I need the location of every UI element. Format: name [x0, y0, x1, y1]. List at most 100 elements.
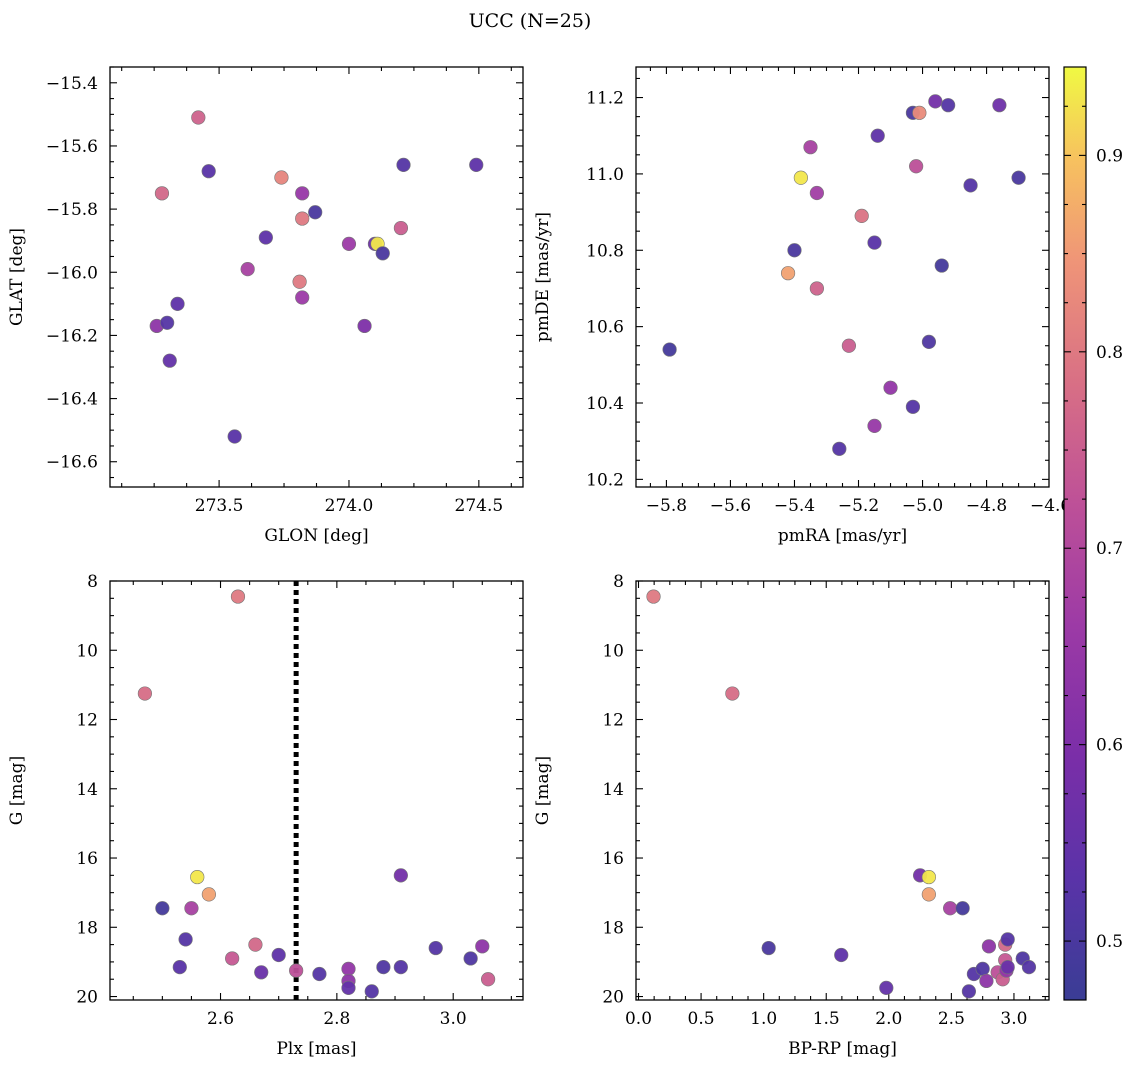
scatter-point [463, 951, 478, 966]
colorbar: 0.5 0.6 0.7 0.8 0.9 [1063, 66, 1123, 1001]
y-tick-label: −15.8 [46, 200, 98, 220]
scatter-point [258, 230, 273, 245]
scatter-point [780, 266, 796, 281]
x-tick-label: 2.5 [938, 1009, 965, 1029]
scatter-point [240, 262, 255, 277]
x-tick-label: 273.5 [195, 496, 244, 516]
scatter-point [274, 170, 289, 185]
scatter-point [867, 235, 882, 250]
x-tick-label: 0.0 [625, 1009, 652, 1029]
x-tick-label: −4.8 [966, 496, 1007, 516]
scatter-point [646, 589, 661, 604]
scatter-point [943, 901, 958, 916]
scatter-point [375, 246, 390, 261]
y-tick-label: 12 [76, 711, 98, 731]
scatter-point [662, 342, 677, 357]
panel-parallax-magnitude: 2.6 2.8 3.0 8 10 12 14 16 18 20 Plx [mas] G [mag] [7, 572, 524, 1059]
scatter-point [162, 353, 177, 368]
x-tick-label: 274.0 [325, 496, 374, 516]
scatter-point [803, 140, 818, 155]
scatter-points [646, 589, 1037, 999]
y-tick-label: 11.0 [586, 165, 624, 185]
scatter-point [137, 686, 153, 701]
scatter-point [834, 947, 849, 963]
scatter-point [254, 965, 269, 980]
scatter-point [854, 208, 869, 224]
scatter-point [376, 960, 391, 975]
colorbar-tick-label: 0.7 [1096, 539, 1123, 559]
scatter-point [341, 961, 356, 976]
y-tick-label: 10.8 [586, 241, 624, 261]
colorbar-gradient [1063, 66, 1087, 1001]
x-axis-label: BP-RP [mag] [788, 1039, 897, 1059]
scatter-point [341, 980, 356, 995]
scatter-point [154, 186, 170, 201]
scatter-point [184, 901, 199, 916]
scatter-point [201, 887, 216, 902]
scatter-point [480, 972, 496, 987]
scatter-points [137, 589, 496, 999]
colorbar-tick-label: 0.5 [1096, 932, 1123, 952]
scatter-point [292, 274, 307, 289]
x-tick-label: −5.0 [902, 496, 943, 516]
scatter-point [981, 939, 997, 954]
y-tick-label: −15.6 [46, 137, 98, 157]
scatter-point [341, 236, 357, 251]
scatter-point [832, 441, 847, 456]
scatter-point [921, 334, 937, 350]
scatter-point [308, 205, 323, 220]
y-axis-label: GLAT [deg] [7, 228, 27, 326]
y-tick-label: 20 [602, 988, 624, 1008]
ticks [110, 66, 523, 487]
colorbar-tick-label: 0.8 [1096, 343, 1123, 363]
scatter-point [469, 157, 484, 172]
scatter-point [227, 429, 242, 444]
scatter-point [248, 937, 263, 952]
scatter-point [155, 901, 170, 916]
scatter-point [809, 185, 824, 201]
scatter-point [178, 932, 193, 947]
scatter-point [357, 318, 372, 334]
ticks [110, 580, 523, 1000]
y-tick-label: 16 [602, 849, 624, 869]
y-tick-label: 12 [602, 711, 624, 731]
panel-color-magnitude: 0.0 0.5 1.0 1.5 2.0 2.5 3.0 8 10 12 14 16 18 20 BP-RP … [533, 572, 1050, 1059]
scatter-point [867, 418, 882, 434]
x-axis-label: Plx [mas] [276, 1039, 356, 1059]
y-tick-label: 10.4 [586, 394, 624, 414]
scatter-point [1021, 960, 1037, 975]
ticks [636, 67, 1049, 487]
y-tick-label: −15.4 [46, 74, 98, 94]
scatter-point [941, 98, 956, 113]
scatter-point [879, 980, 894, 995]
y-tick-label: 8 [613, 572, 624, 592]
y-tick-label: 10.2 [586, 470, 624, 490]
x-axis-label: GLON [deg] [264, 526, 368, 546]
ticks [636, 580, 1049, 1000]
x-tick-label: −5.2 [838, 496, 879, 516]
scatter-point [841, 338, 857, 353]
scatter-points [662, 94, 1026, 456]
scatter-point [1000, 960, 1015, 975]
y-tick-label: 18 [602, 918, 624, 938]
scatter-point [787, 243, 802, 258]
y-tick-label: 10 [602, 641, 624, 661]
y-tick-label: 10.6 [586, 318, 624, 338]
scatter-point [271, 947, 286, 963]
scatter-point [393, 868, 408, 883]
scatter-point [295, 211, 310, 226]
colorbar-tick-label: 0.6 [1096, 736, 1123, 756]
x-tick-label: 2.6 [207, 1009, 234, 1029]
scatter-point [312, 966, 327, 982]
scatter-point [934, 258, 949, 273]
axes-frame [109, 580, 524, 1001]
scatter-point [295, 186, 310, 201]
scatter-point [912, 105, 927, 120]
axes-frame [635, 580, 1050, 1001]
x-tick-label: 2.8 [323, 1009, 350, 1029]
y-tick-label: 14 [602, 780, 624, 800]
y-tick-label: −16.2 [46, 326, 98, 346]
x-tick-label: 274.5 [455, 496, 504, 516]
axes-frame [635, 66, 1050, 488]
